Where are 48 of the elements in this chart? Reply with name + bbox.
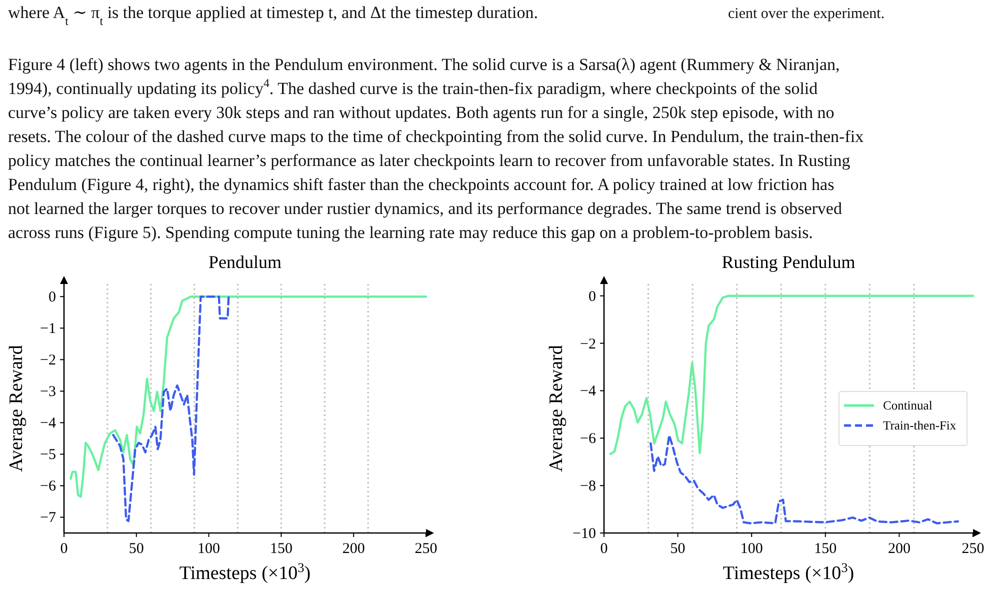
x-tick-label: 0 bbox=[60, 541, 68, 557]
y-tick-label: −5 bbox=[40, 447, 56, 464]
line-series bbox=[609, 294, 974, 456]
y-tick-label: 0 bbox=[48, 290, 56, 306]
x-tick-label: 150 bbox=[270, 541, 292, 557]
x-tick-label: 200 bbox=[888, 541, 910, 557]
x-tick-label: 200 bbox=[342, 541, 365, 557]
legend-label: Train-then-Fix bbox=[883, 418, 957, 432]
x-tick-label: 250 bbox=[962, 541, 984, 557]
y-tick-label: −8 bbox=[580, 478, 596, 495]
chart-title: Pendulum bbox=[208, 252, 282, 272]
text: curve’s policy are taken every 30k steps and ran without updates. Both agents run for a single, 250k step episode, with no bbox=[8, 103, 834, 122]
caption: Figure 4 (left) shows two agents in the Pendulum environment. The solid curve is a Sarsa(λ) agent (Rummery & Niranjan, bbox=[8, 55, 840, 74]
x-tick-label: 100 bbox=[740, 541, 763, 557]
y-tick-label: 0 bbox=[588, 288, 596, 305]
y-tick-label: −1 bbox=[40, 321, 56, 338]
x-tick-label: 150 bbox=[814, 541, 837, 557]
text: 1994), continually updating its policy$^{4}$. The dashed curve is the train-then-fix paradigm, where checkpoints of the solid bbox=[8, 76, 818, 98]
y-tick-label: −7 bbox=[40, 510, 56, 526]
x-tick-label: 100 bbox=[198, 541, 220, 557]
x-tick-label: 50 bbox=[670, 541, 686, 557]
y-axis-title: Average Reward bbox=[6, 344, 27, 472]
y-tick-label: −6 bbox=[580, 431, 596, 448]
y-tick-label: −10 bbox=[572, 526, 596, 542]
chart-title: Rusting Pendulum bbox=[722, 252, 856, 272]
text: not learned the larger torques to recover under rustier dynamics, and its performance degrades. The same trend is observed bbox=[8, 199, 842, 218]
text: cient over the experiment. bbox=[728, 6, 885, 22]
text: resets. The colour of the dashed curve maps to the time of checkpointing from the solid curve. In Pendulum, the train-then-fix bbox=[8, 127, 864, 146]
y-tick-label: −3 bbox=[40, 384, 56, 400]
y-axis-title: Average Reward bbox=[546, 344, 567, 472]
x-tick-label: 50 bbox=[128, 541, 144, 557]
x-axis-title: Timesteps (×10$^{3}$) bbox=[179, 560, 311, 584]
y-tick-label: −2 bbox=[580, 336, 596, 352]
x-axis-title: Timesteps (×10$^{3}$) bbox=[722, 560, 854, 584]
text: where A$_{t}$ ∼ π$_{t}$ is the torque applied at timestep t, and Δt the timestep duration. bbox=[8, 3, 538, 28]
x-tick-label: 0 bbox=[600, 541, 608, 557]
text: policy matches the continual learner’s performance as later checkpoints learn to recover from unfavorable states. In Rusting bbox=[8, 151, 851, 170]
text: Pendulum (Figure 4, right), the dynamics shift faster than the checkpoints account for. A policy trained at low friction has bbox=[8, 175, 834, 194]
line-series bbox=[650, 434, 960, 524]
x-tick-label: 250 bbox=[414, 541, 438, 557]
legend-label: Continual bbox=[883, 398, 933, 412]
y-tick-label: −6 bbox=[40, 478, 56, 495]
line-series bbox=[70, 296, 428, 498]
line-series bbox=[112, 296, 230, 522]
y-tick-label: −4 bbox=[40, 416, 56, 432]
text: across runs (Figure 5). Spending compute tuning the learning rate may reduce this gap on a problem-to-problem basis. bbox=[8, 223, 813, 242]
y-tick-label: −2 bbox=[40, 352, 56, 369]
y-tick-label: −4 bbox=[580, 384, 596, 400]
